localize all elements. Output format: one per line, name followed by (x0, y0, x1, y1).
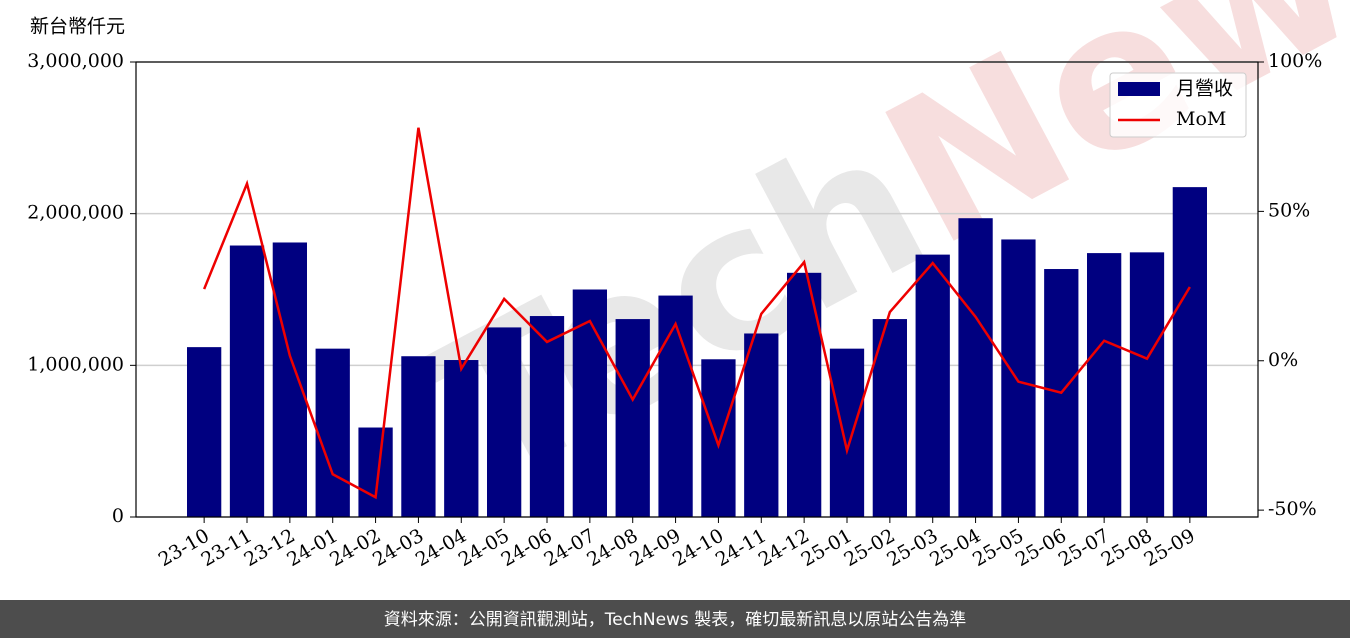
bar (444, 360, 479, 517)
y-tick-label: 1,000,000 (27, 353, 124, 375)
line (202, 127, 1191, 500)
y-tick-label: 2,000,000 (27, 202, 124, 224)
y-tick-label: 0 (112, 505, 124, 527)
y-tick-label: 3,000,000 (27, 50, 124, 72)
legend-label: MoM (1176, 108, 1226, 130)
bar (958, 218, 993, 517)
plot-frame (135, 61, 1259, 518)
bar (229, 245, 265, 517)
bar (487, 327, 522, 517)
bar (401, 356, 436, 517)
legend-swatch (1118, 82, 1160, 96)
bar (1087, 253, 1122, 517)
bar (272, 242, 307, 517)
y2-tick-label: 100% (1268, 50, 1322, 72)
bar (187, 347, 222, 517)
bar (1001, 239, 1036, 517)
y2-tick-label: 0% (1268, 349, 1298, 371)
legend-label: 月營收 (1176, 78, 1233, 100)
bar (701, 359, 736, 517)
footer-bar (0, 600, 1350, 638)
y2-tick-label: -50% (1268, 498, 1317, 520)
bar (358, 427, 393, 517)
y2-tick-label: 50% (1268, 199, 1310, 221)
bar (915, 254, 950, 517)
footer-text: 資料來源：公開資訊觀測站，TechNews 製表，確切最新訊息以原站公告為準 (384, 610, 966, 630)
x-tick-label: 25-09 (1140, 525, 1198, 571)
bar (315, 348, 350, 517)
bar (829, 348, 865, 517)
bar (744, 333, 779, 517)
bar (1129, 252, 1165, 517)
bar (615, 319, 650, 517)
y-axis-label: 新台幣仟元 (30, 16, 125, 38)
bar (1172, 187, 1207, 517)
bar (529, 316, 565, 517)
bar (658, 295, 693, 517)
